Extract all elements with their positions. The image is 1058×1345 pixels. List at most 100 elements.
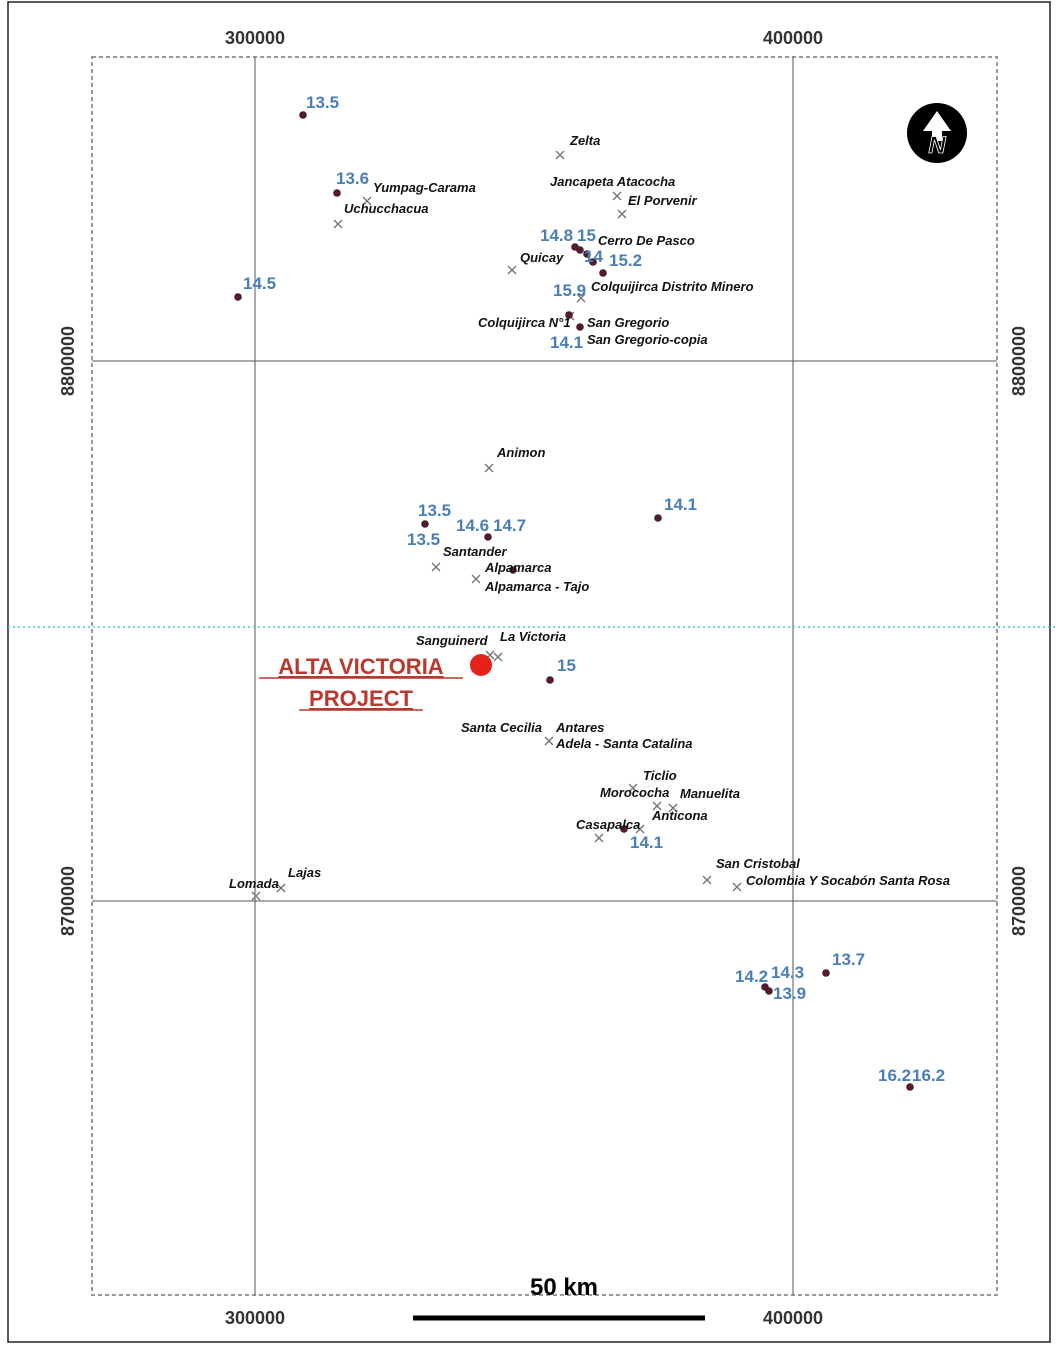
deposit-dot-icon [484,533,492,541]
mine-label-santa-cecilia: Santa Cecilia [461,720,542,735]
mine-label-la-victoria: La Victoria [500,629,566,644]
project-marker-icon [470,654,492,676]
mine-symbol-icon [617,209,627,219]
north-arrow-letter: N [928,132,946,159]
mine-label-manuelita: Manuelita [680,786,740,801]
northing-tick-right-2: 8700000 [1009,866,1029,936]
value-label: 15.2 [609,251,642,270]
value-label: 15.9 [553,281,586,300]
easting-tick-bottom-2: 400000 [763,1308,823,1328]
mine-label-anticona: Anticona [651,808,708,823]
mine-symbol-icon [431,562,441,572]
mine-symbol-icon [594,833,604,843]
mine-symbol-icon [251,891,261,901]
mine-label-colquijirca-distrito-minero: Colquijirca Distrito Minero [591,279,754,294]
mine-symbol-icon [493,652,503,662]
value-label: 14.2 [735,967,768,986]
mine-labels: Zelta Jancapeta Atacocha El Porvenir Yum… [229,133,950,891]
easting-tick-bottom-1: 300000 [225,1308,285,1328]
deposit-dot-icon [822,969,830,977]
value-label: 14.6 [456,516,489,535]
mine-symbol-icon [555,150,565,160]
mine-label-san-cristobal: San Cristobal [716,856,800,871]
value-label: 14.7 [493,516,526,535]
mine-symbol-icon [668,803,678,813]
value-label: 13.6 [336,169,369,188]
mine-symbol-icon [702,875,712,885]
mine-symbol-icon [544,736,554,746]
deposit-dot-icon [765,987,773,995]
mine-symbol-icon [362,196,372,206]
deposit-dot-icon [599,269,607,277]
value-label: 14.3 [771,963,804,982]
mine-label-animon: Animon [496,445,545,460]
mine-symbol-icon [484,463,494,473]
deposit-dot-icon [906,1083,914,1091]
mine-label-san-gregorio-copia: San Gregorio-copia [587,332,708,347]
mine-label-el-porvenir: El Porvenir [628,193,698,208]
value-label: 14.1 [550,333,583,352]
mine-symbol-icon [276,883,286,893]
mine-symbol-icon [471,574,481,584]
deposit-dot-icon [620,825,628,833]
mine-symbol-icon [576,293,586,303]
scale-bar-label: 50 km [530,1274,598,1301]
project-label-line1: ALTA VICTORIA [278,654,444,679]
value-label: 14.5 [243,274,276,293]
deposit-dots [234,111,914,1091]
deposit-dot-icon [333,189,341,197]
easting-tick-top-2: 400000 [763,28,823,48]
mine-label-santander: Santander [443,544,508,559]
grid [92,57,997,1295]
value-label: 13.5 [407,530,440,549]
mine-symbol-icon [507,265,517,275]
north-arrow-icon: N [907,103,967,163]
value-label: 16.2 [878,1066,911,1085]
mine-label-lomada: Lomada [229,876,279,891]
value-label: 13.7 [832,950,865,969]
mine-label-uchucchacua: Uchucchacua [344,201,429,216]
deposit-dot-icon [654,514,662,522]
value-label: 14 [584,247,603,266]
mine-symbol-icon [652,801,662,811]
value-label: 13.9 [773,984,806,1003]
mine-label-alpamarca-tajo: Alpamarca - Tajo [484,579,589,594]
mine-label-antares: Antares [555,720,604,735]
mine-label-yumpag-carama: Yumpag-Carama [373,180,476,195]
mine-symbol-icon [732,882,742,892]
mine-label-jancapeta-atacocha: Jancapeta Atacocha [550,174,675,189]
deposit-dot-icon [583,250,591,258]
mine-symbols [251,150,742,901]
mine-label-sanguinerd: Sanguinerd [416,633,489,648]
deposit-dot-icon [234,293,242,301]
value-label: 15 [557,656,576,675]
mine-label-cerro-de-pasco: Cerro De Pasco [598,233,695,248]
value-label: 14.8 [540,226,573,245]
value-label: 13.5 [418,501,451,520]
deposit-dot-icon [576,246,584,254]
mine-symbol-icon [612,191,622,201]
deposit-dot-icon [421,520,429,528]
mine-symbol-icon [628,783,638,793]
mine-label-adela-santa-catalina: Adela - Santa Catalina [555,736,693,751]
value-label: 15 [577,226,596,245]
mine-symbol-icon [333,219,343,229]
value-label: 16.2 [912,1066,945,1085]
mine-label-alpamarca: Alpamarca [484,560,551,575]
deposit-dot-icon [546,676,554,684]
mine-label-colquijirca-n1: Colquijirca N°1 [478,315,571,330]
mine-symbol-icon [635,824,645,834]
deposit-dot-icon [299,111,307,119]
mine-label-casapalca: Casapalca [576,817,640,832]
deposit-dot-icon [565,311,573,319]
value-label: 14.1 [630,833,663,852]
deposit-dot-icon [576,323,584,331]
value-labels: 13.5 13.6 14.5 14.8 15 14 15.2 15.9 14.1… [243,93,945,1085]
northing-tick-left-2: 8700000 [58,866,78,936]
mine-label-ticlio: Ticlio [643,768,677,783]
northing-tick-right-1: 8800000 [1009,326,1029,396]
mine-label-san-gregorio: San Gregorio [587,315,669,330]
value-label: 14.1 [664,495,697,514]
